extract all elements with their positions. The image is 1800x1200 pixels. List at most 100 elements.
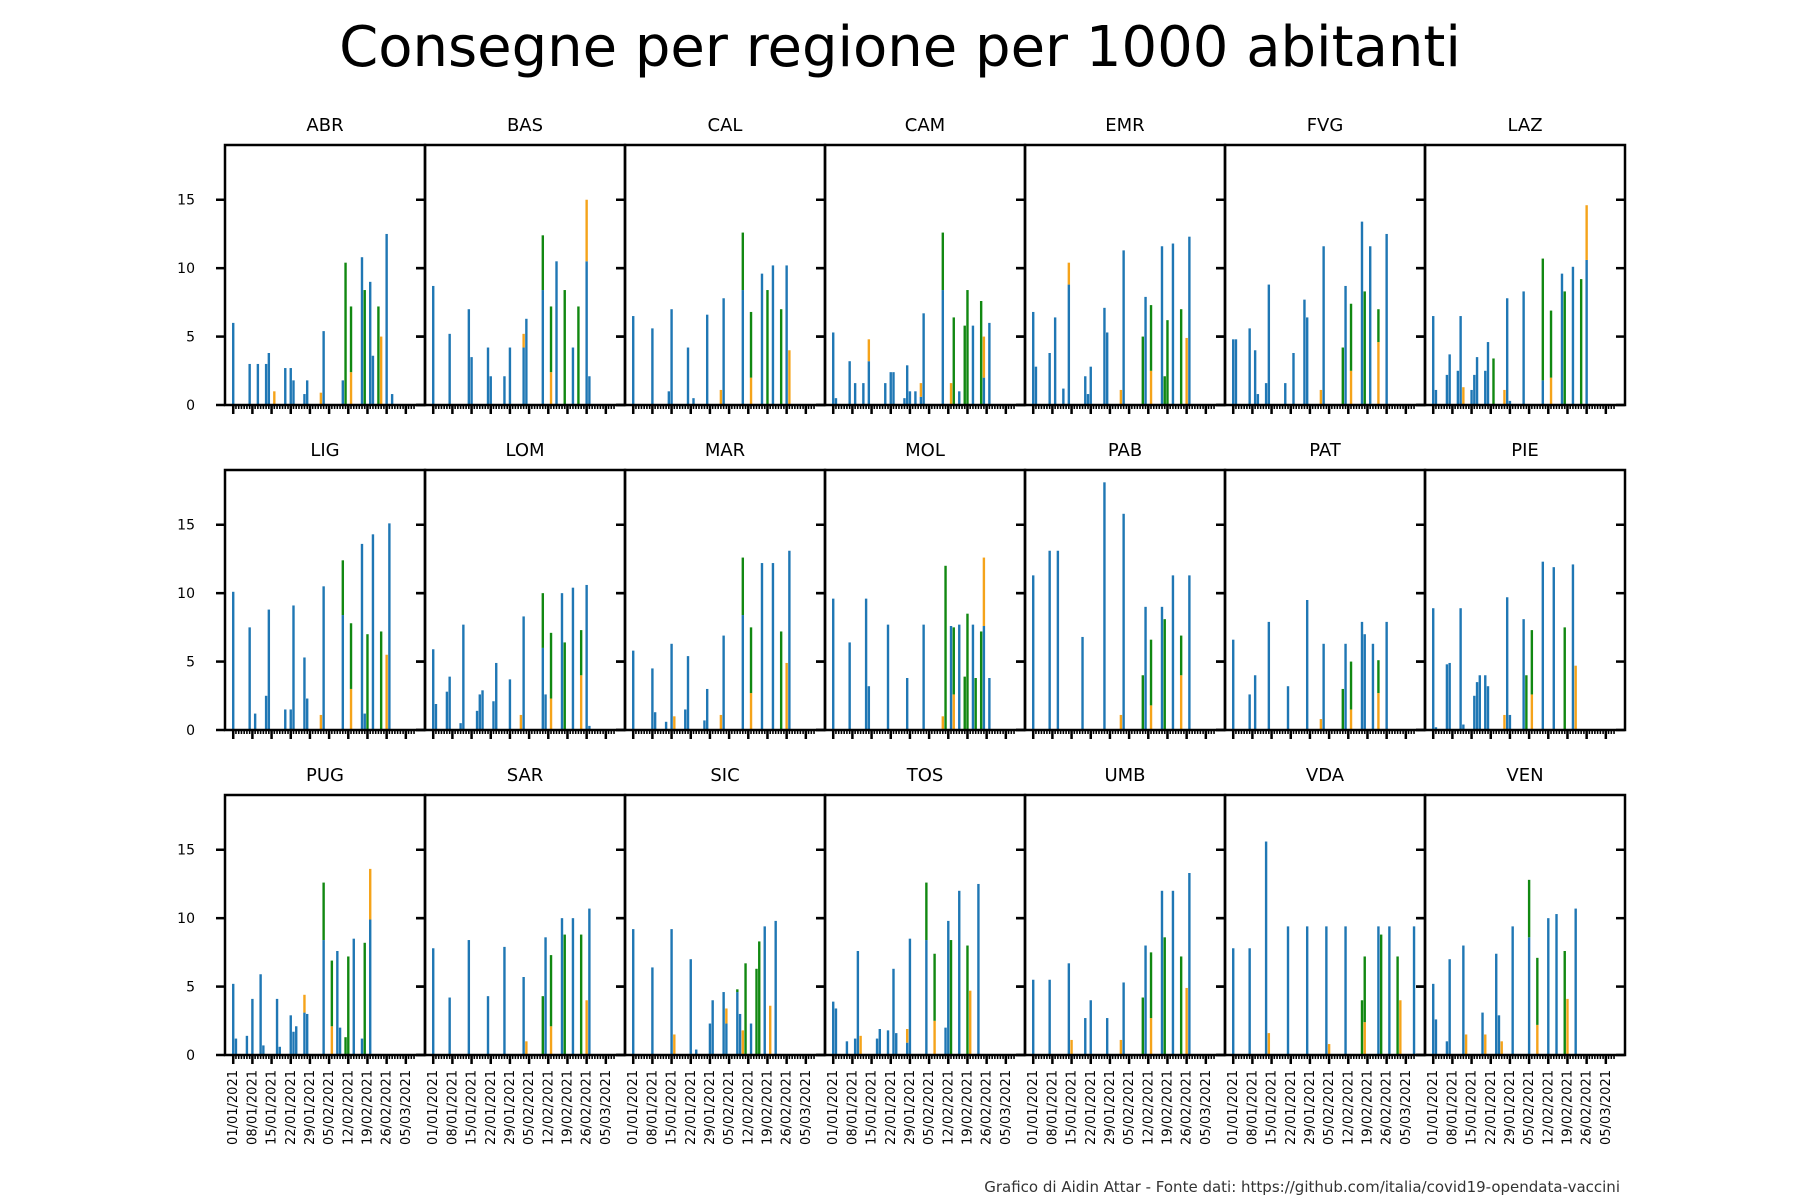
- bar: [492, 701, 495, 730]
- xtick-label: 05/02/2021: [1122, 1070, 1137, 1145]
- bar: [670, 929, 673, 1055]
- bar: [1484, 1034, 1487, 1055]
- bar: [703, 720, 706, 730]
- bar: [1179, 956, 1183, 1055]
- bar: [366, 634, 369, 730]
- bar: [1179, 675, 1183, 730]
- bar: [336, 951, 339, 1055]
- bar: [371, 355, 375, 405]
- bar: [779, 631, 783, 730]
- bar: [1495, 953, 1498, 1055]
- bar: [371, 534, 375, 730]
- bar: [651, 967, 654, 1055]
- bar: [305, 380, 309, 405]
- panel-frame: [623, 143, 827, 407]
- bar: [1048, 550, 1051, 730]
- xtick-label: 01/01/2021: [1226, 1070, 1241, 1145]
- bar: [1248, 948, 1251, 1055]
- bar: [908, 938, 912, 1055]
- bar: [711, 1000, 714, 1055]
- bar: [971, 325, 975, 405]
- bar: [352, 938, 355, 1055]
- bar: [1248, 694, 1251, 730]
- bar: [1522, 291, 1525, 405]
- bar: [470, 357, 473, 405]
- xtick-label: 19/02/2021: [1360, 1070, 1375, 1145]
- xtick-label: 15/01/2021: [465, 1070, 480, 1145]
- bar: [1527, 879, 1531, 938]
- bar: [571, 918, 575, 1055]
- bar: [1396, 956, 1399, 1055]
- panel-frame: [1023, 793, 1227, 1057]
- bar: [1497, 1015, 1501, 1055]
- bar: [275, 998, 279, 1055]
- bar: [1119, 714, 1123, 730]
- bar: [785, 662, 788, 730]
- bar: [1505, 298, 1509, 405]
- bar: [689, 959, 692, 1055]
- bar: [571, 587, 575, 730]
- bar: [555, 261, 558, 405]
- bar: [1305, 600, 1309, 730]
- xtick-label: 08/01/2021: [645, 1070, 660, 1145]
- bar: [1503, 714, 1506, 730]
- bar: [1547, 918, 1550, 1055]
- bar: [522, 977, 525, 1055]
- bar: [1385, 621, 1388, 730]
- bar: [245, 1035, 249, 1055]
- bar: [667, 391, 671, 405]
- bar: [1303, 299, 1306, 405]
- xtick-label: 22/01/2021: [884, 1070, 899, 1145]
- ytick-label: 15: [177, 843, 195, 859]
- bar: [1067, 284, 1071, 405]
- panel-abr: ABR 0 5 10 15: [177, 115, 427, 414]
- bar: [305, 698, 309, 730]
- bar: [1149, 952, 1153, 1019]
- bar: [1475, 357, 1479, 405]
- bar: [725, 1008, 728, 1024]
- bar: [944, 565, 947, 730]
- bar: [1319, 719, 1323, 730]
- panel-title: CAL: [708, 115, 743, 136]
- bar: [432, 649, 435, 730]
- bar: [1267, 284, 1271, 405]
- bar: [941, 232, 945, 291]
- bar: [1188, 575, 1191, 730]
- panel-tos: TOS 01/01/2021 08/01/2021 15/01/2021 22/01/2…: [816, 765, 1027, 1145]
- bar: [1511, 926, 1514, 1055]
- bar: [251, 998, 254, 1055]
- bar: [1144, 606, 1147, 730]
- bar: [919, 383, 923, 397]
- bar: [459, 723, 462, 730]
- xtick-label: 15/01/2021: [1265, 1070, 1280, 1145]
- bar: [549, 1026, 553, 1055]
- bar: [563, 934, 566, 1055]
- bar: [905, 1042, 909, 1055]
- bar: [771, 563, 775, 730]
- bar: [585, 584, 588, 730]
- bar: [1341, 688, 1345, 730]
- bar: [1122, 250, 1125, 405]
- bar: [1574, 665, 1577, 730]
- bar: [1171, 575, 1175, 730]
- bar: [1034, 366, 1038, 405]
- bar: [1171, 890, 1175, 1055]
- bar: [1566, 998, 1569, 1055]
- bar: [653, 712, 657, 730]
- bar: [686, 347, 690, 405]
- ytick-label: 15: [177, 518, 195, 534]
- bar: [579, 630, 583, 676]
- bar: [670, 309, 673, 405]
- bar: [1105, 1018, 1109, 1055]
- bar: [1322, 246, 1325, 405]
- bar: [1349, 661, 1353, 710]
- bar: [289, 709, 292, 730]
- xtick-label: 08/01/2021: [1045, 1070, 1060, 1145]
- bar: [914, 391, 917, 405]
- bar: [1160, 890, 1164, 1055]
- bar: [903, 398, 906, 405]
- bar: [1149, 639, 1153, 706]
- bar: [1555, 914, 1558, 1055]
- bar: [360, 543, 364, 730]
- bar: [264, 695, 268, 730]
